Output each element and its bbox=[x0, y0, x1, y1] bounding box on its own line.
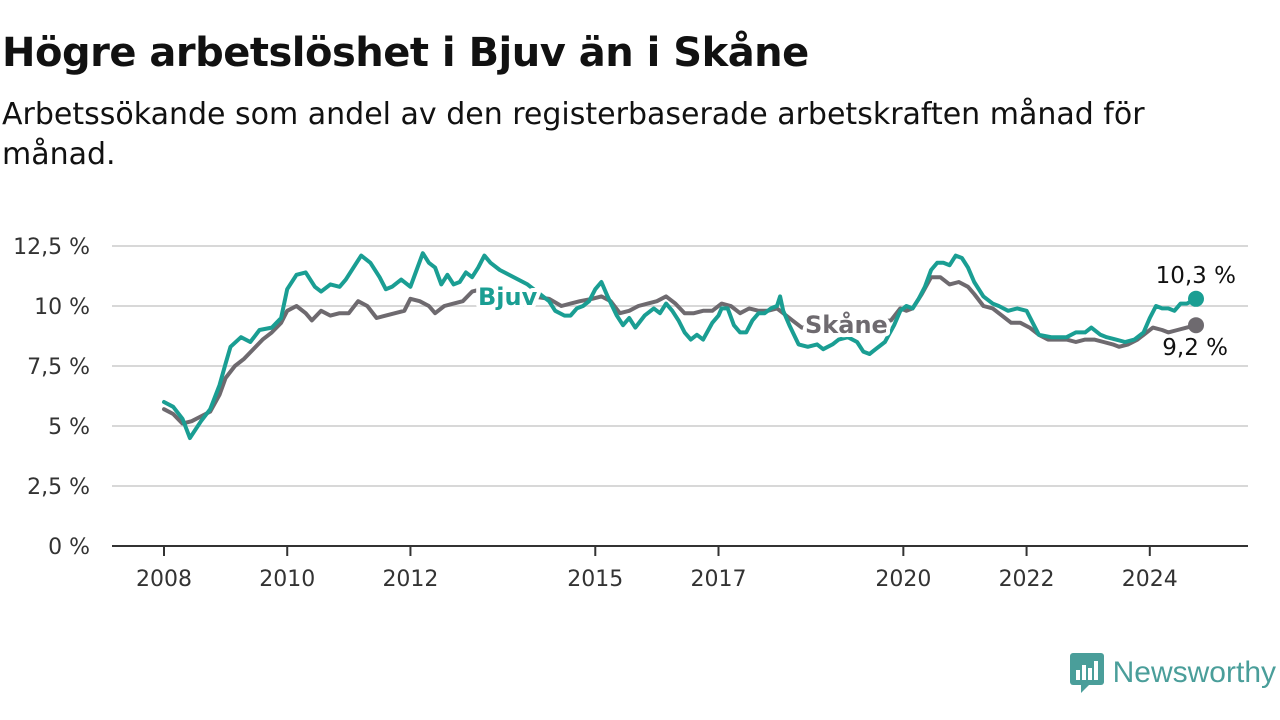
y-axis-tick-labels: 0 % 2,5 % 5 % 7,5 % 10 % 12,5 % bbox=[13, 235, 90, 560]
x-tick-label: 2015 bbox=[567, 567, 623, 592]
y-tick-label: 12,5 % bbox=[13, 235, 90, 260]
chart-subtitle: Arbetssökande som andel av den registerb… bbox=[2, 97, 1145, 172]
x-tick-label: 2017 bbox=[691, 567, 747, 592]
chart-title: Högre arbetslöshet i Bjuv än i Skåne bbox=[2, 30, 809, 76]
x-tick-label: 2022 bbox=[999, 567, 1055, 592]
x-tick-label: 2010 bbox=[259, 567, 315, 592]
y-tick-label: 0 % bbox=[48, 535, 90, 560]
x-tick-label: 2008 bbox=[136, 567, 192, 592]
end-point-bjuv bbox=[1188, 290, 1204, 307]
x-tick-label: 2012 bbox=[382, 567, 438, 592]
series-line-bjuv bbox=[162, 251, 1198, 440]
series-name-label-skane: Skåne bbox=[805, 310, 888, 339]
newsworthy-logo: Newsworthy bbox=[1069, 652, 1276, 694]
series-labels: Bjuv 10,3 % Skåne 9,2 % bbox=[474, 260, 1239, 364]
end-value-label-skane: 9,2 % bbox=[1162, 335, 1228, 361]
y-tick-label: 5 % bbox=[48, 415, 90, 440]
series-line-skane bbox=[162, 275, 1198, 426]
series-lines bbox=[162, 251, 1204, 440]
x-tick-label: 2024 bbox=[1122, 567, 1178, 592]
chart-bubble-icon bbox=[1069, 653, 1104, 693]
end-value-label-bjuv: 10,3 % bbox=[1156, 263, 1236, 289]
y-tick-label: 10 % bbox=[34, 295, 90, 320]
series-name-label-bjuv: Bjuv bbox=[478, 283, 538, 311]
x-tick-label: 2020 bbox=[875, 567, 931, 592]
gridlines bbox=[112, 245, 1248, 487]
y-tick-label: 2,5 % bbox=[27, 475, 90, 500]
x-axis: 2008 2010 2012 2015 2017 2020 2022 2024 bbox=[112, 545, 1248, 592]
y-tick-label: 7,5 % bbox=[27, 355, 90, 380]
end-point-skane bbox=[1188, 317, 1204, 334]
brand-name: Newsworthy bbox=[1112, 656, 1276, 689]
